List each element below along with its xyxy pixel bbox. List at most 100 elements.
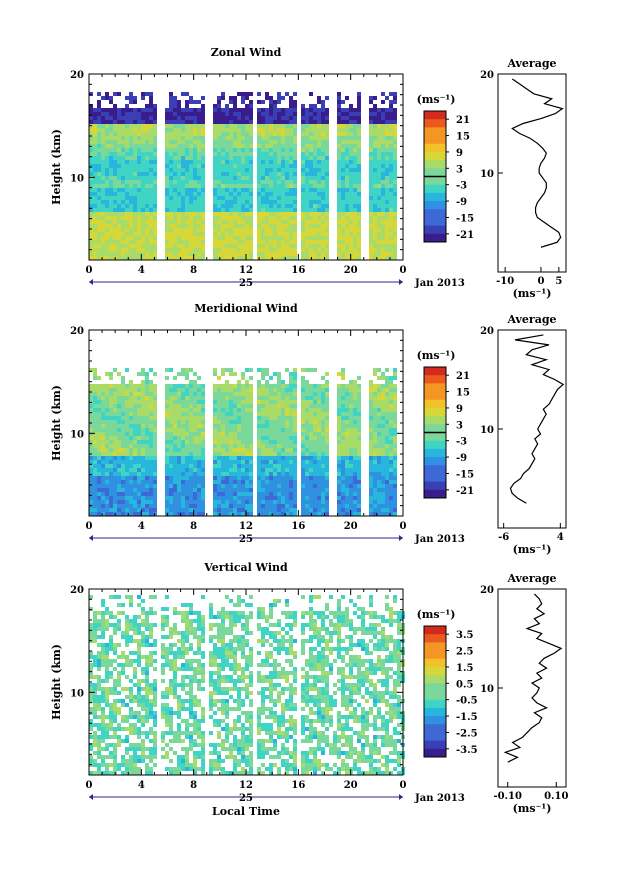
date-label: 25 — [239, 793, 253, 804]
colorbar-segment — [424, 691, 446, 701]
x-tick-label: 0 — [86, 521, 93, 532]
profile-frame — [497, 588, 567, 788]
colorbar-segment — [424, 391, 446, 401]
profile-x-tick-label: 0 — [537, 276, 544, 287]
colorbar-tick-label: 3 — [456, 420, 463, 431]
colorbar-segment — [424, 209, 446, 218]
colorbar-frame — [423, 625, 447, 758]
colorbar-segment — [424, 399, 446, 409]
colorbar-segment — [424, 489, 446, 499]
colorbar-segment — [424, 192, 446, 202]
x-tick-label: 20 — [344, 521, 358, 532]
y-tick-label: 20 — [70, 585, 84, 596]
profile-x-label: (ms⁻¹) — [513, 543, 552, 556]
colorbar-tick-label: -21 — [456, 486, 474, 497]
x-tick-label: 4 — [138, 780, 145, 791]
colorbar-tick-label: -15 — [456, 469, 474, 480]
x-tick-label: 4 — [138, 521, 145, 532]
x-tick-label: 12 — [239, 265, 253, 276]
y-axis-label: Height (km) — [50, 129, 63, 205]
colorbar-tick-label: 0.5 — [456, 679, 473, 690]
colorbar-segment — [424, 184, 446, 194]
panel-title: Zonal Wind — [211, 46, 282, 59]
colorbar-segment — [424, 375, 446, 384]
colorbar-segment — [424, 642, 446, 652]
colorbar-tick-label: -21 — [456, 230, 474, 241]
colorbar-segment — [424, 707, 446, 717]
colorbar-tick-label: -3 — [456, 437, 467, 448]
colorbar-tick-label: 9 — [456, 404, 463, 415]
colorbar-segment — [424, 473, 446, 483]
panel-title: Vertical Wind — [203, 561, 288, 574]
date-axis-arrow-right — [399, 535, 403, 541]
colorbar-tick-label: 15 — [456, 132, 470, 143]
date-axis-arrow-left — [89, 279, 93, 285]
colorbar-unit: (ms⁻¹) — [417, 608, 456, 621]
x-tick-label: 12 — [239, 521, 253, 532]
profile-x-tick-label: -6 — [498, 532, 509, 543]
colorbar-unit: (ms⁻¹) — [417, 349, 456, 362]
colorbar-segment — [424, 119, 446, 128]
month-label: Jan 2013 — [414, 793, 465, 804]
colorbar-segment — [424, 143, 446, 153]
y-tick-label: 10 — [70, 688, 84, 699]
colorbar-tick-label: -9 — [456, 197, 467, 208]
colorbar-segment — [424, 658, 446, 668]
colorbar-segment — [424, 233, 446, 243]
profile-x-tick-label: 5 — [555, 276, 562, 287]
colorbar-tick-label: 9 — [456, 148, 463, 159]
colorbar-segment — [424, 626, 446, 635]
colorbar-tick-label: 21 — [456, 371, 470, 382]
profile-x-label: (ms⁻¹) — [513, 287, 552, 300]
colorbar-tick-label: 15 — [456, 388, 470, 399]
colorbar-unit: (ms⁻¹) — [417, 93, 456, 106]
colorbar-tick-label: 2.5 — [456, 647, 473, 658]
colorbar-segment — [424, 440, 446, 450]
date-axis-arrow-right — [399, 279, 403, 285]
x-tick-label: 20 — [344, 265, 358, 276]
panel-2: Meridional Wind Height (km) 0 4 8 12 16 20 0 10 20… — [50, 302, 567, 556]
profile-x-tick-label: 4 — [557, 532, 564, 543]
date-axis-arrow-left — [89, 794, 93, 800]
colorbar-segment — [424, 367, 446, 376]
y-tick-label: 20 — [70, 70, 84, 81]
y-tick-label: 10 — [70, 429, 84, 440]
colorbar-segment — [424, 151, 446, 161]
colorbar-tick-label: 1.5 — [456, 663, 473, 674]
colorbar-segment — [424, 432, 446, 442]
profile-y-tick-label: 10 — [480, 425, 494, 436]
date-label: 25 — [239, 278, 253, 289]
colorbar-segment — [424, 716, 446, 725]
colorbar-segment — [424, 127, 446, 137]
profile-title: Average — [506, 313, 556, 326]
profile-title: Average — [506, 57, 556, 70]
date-axis-arrow-left — [89, 535, 93, 541]
x-tick-label: 8 — [190, 521, 197, 532]
x-tick-label: 0 — [400, 780, 407, 791]
heatmap-field — [89, 368, 397, 516]
colorbar-tick-label: -0.5 — [456, 696, 478, 707]
colorbar-segment — [424, 650, 446, 660]
colorbar-segment — [424, 160, 446, 169]
y-axis-label: Height (km) — [50, 385, 63, 461]
colorbar-segment — [424, 407, 446, 417]
colorbar-segment — [424, 699, 446, 709]
month-label: Jan 2013 — [414, 278, 465, 289]
heatmap-field — [89, 595, 405, 775]
colorbar-segment — [424, 465, 446, 474]
colorbar-tick-label: -9 — [456, 453, 467, 464]
x-tick-label: 16 — [291, 521, 305, 532]
profile-y-tick-label: 20 — [480, 326, 494, 337]
colorbar-segment — [424, 675, 446, 684]
profile-y-tick-label: 10 — [480, 169, 494, 180]
x-tick-label: 16 — [291, 265, 305, 276]
colorbar-segment — [424, 666, 446, 676]
x-tick-label: 0 — [400, 521, 407, 532]
x-tick-label: 20 — [344, 780, 358, 791]
colorbar-segment — [424, 225, 446, 235]
profile-x-tick-label: -0.10 — [493, 791, 522, 802]
colorbar-segment — [424, 683, 446, 692]
y-tick-label: 20 — [70, 326, 84, 337]
date-axis-arrow-right — [399, 794, 403, 800]
y-axis-label: Height (km) — [50, 644, 63, 720]
